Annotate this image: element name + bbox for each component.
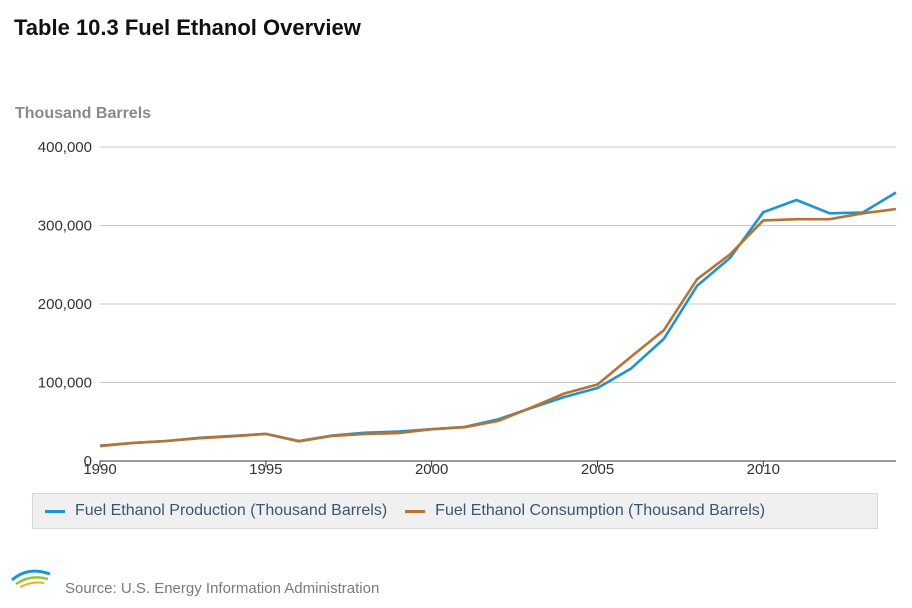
chart-title: Table 10.3 Fuel Ethanol Overview [14, 15, 361, 40]
legend-label-production: Fuel Ethanol Production (Thousand Barrel… [75, 502, 388, 519]
x-tick-label: 2010 [747, 461, 780, 478]
legend-item-production[interactable]: Fuel Ethanol Production (Thousand Barrel… [45, 502, 387, 520]
legend-swatch-production [45, 509, 65, 513]
legend-swatch-consumption [405, 509, 426, 513]
y-tick-label: 400,000 [38, 139, 92, 156]
x-tick-label: 2000 [415, 461, 448, 478]
y-tick-label: 300,000 [38, 218, 92, 235]
eia-logo [11, 569, 51, 588]
series-line-consumption [99, 207, 897, 448]
eia-logo-arc-green [15, 576, 49, 586]
series-line-production [99, 191, 897, 447]
y-tick-label: 200,000 [38, 296, 92, 313]
y-tick-label: 0 [84, 453, 92, 470]
eia-logo-arc-blue [11, 569, 51, 582]
y-tick-label: 100,000 [38, 375, 92, 392]
x-tick-label: 2005 [581, 461, 614, 478]
chart-legend: Fuel Ethanol Production (Thousand Barrel… [32, 493, 878, 529]
legend-item-consumption[interactable]: Fuel Ethanol Consumption (Thousand Barre… [405, 502, 765, 520]
x-tick-label: 1990 [83, 461, 116, 478]
x-tick-label: 1995 [249, 461, 282, 478]
y-axis-title: Thousand Barrels [15, 105, 151, 122]
source-footer: Source: U.S. Energy Information Administ… [0, 562, 600, 602]
legend-label-consumption: Fuel Ethanol Consumption (Thousand Barre… [435, 502, 766, 519]
line-chart: Thousand Barrels 0 100,000 200,000 300,000 40… [15, 105, 897, 478]
eia-logo-arc-orange [19, 581, 45, 588]
source-text: Source: U.S. Energy Information Administ… [65, 580, 380, 597]
